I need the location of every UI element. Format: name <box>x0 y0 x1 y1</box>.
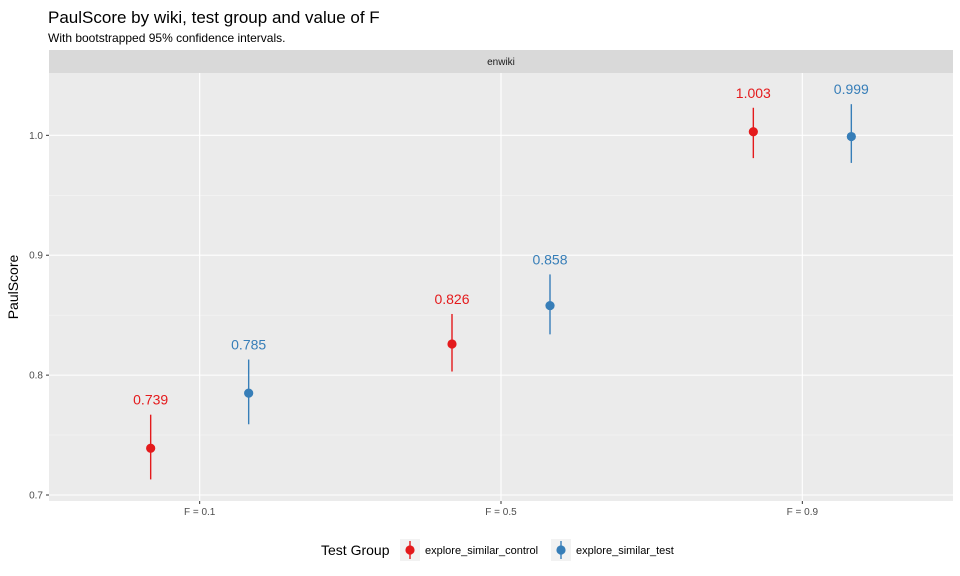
x-tick-label: F = 0.9 <box>787 507 819 518</box>
data-label: 0.739 <box>133 392 168 408</box>
legend-label: explore_similar_control <box>425 545 538 557</box>
legend-label: explore_similar_test <box>576 545 674 557</box>
data-point <box>146 443 156 453</box>
data-point <box>545 300 555 311</box>
legend-key-point <box>405 545 415 555</box>
grid-lines <box>49 73 953 501</box>
data-label: 0.858 <box>532 251 567 267</box>
data-label: 0.826 <box>434 291 469 307</box>
data-label: 0.785 <box>231 337 266 353</box>
data-label: 0.999 <box>834 81 869 97</box>
data-point <box>244 388 254 398</box>
legend: Test Group explore_similar_control explor… <box>321 539 674 561</box>
chart-title: PaulScore by wiki, test group and value … <box>48 8 380 27</box>
y-tick-label: 0.7 <box>29 491 43 502</box>
data-point <box>447 339 457 349</box>
legend-title: Test Group <box>321 542 390 558</box>
data-label: 1.003 <box>736 85 771 101</box>
chart-subtitle: With bootstrapped 95% confidence interva… <box>48 31 285 45</box>
y-axis-title: PaulScore <box>5 254 21 319</box>
x-tick-label: F = 0.5 <box>485 507 517 518</box>
legend-key-point <box>556 545 566 555</box>
y-tick-label: 1.0 <box>29 131 43 142</box>
facet-strip <box>49 50 953 73</box>
x-tick-label: F = 0.1 <box>184 507 216 518</box>
data-point <box>748 127 758 137</box>
y-tick-label: 0.8 <box>29 371 43 382</box>
y-tick-label: 0.9 <box>29 251 43 262</box>
facet-label: enwiki <box>487 57 515 68</box>
data-marks: 0.739 0.826 1.003 0.785 0.858 0.999 <box>133 81 869 480</box>
axes: 0.7 0.8 0.9 1.0 F = 0.1 F = 0.5 F = 0.9 <box>29 131 818 518</box>
data-point <box>846 131 856 142</box>
